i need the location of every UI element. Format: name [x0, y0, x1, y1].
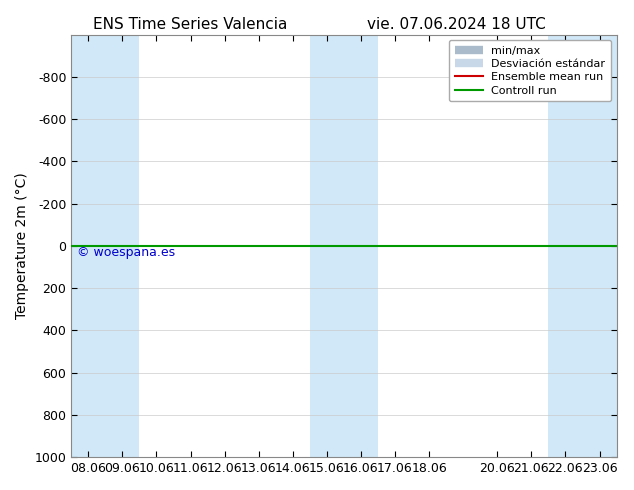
Bar [344, 35, 378, 457]
Bar [548, 35, 583, 457]
Bar [105, 35, 139, 457]
Text: vie. 07.06.2024 18 UTC: vie. 07.06.2024 18 UTC [367, 17, 546, 32]
Bar [310, 35, 344, 457]
Bar [583, 35, 616, 457]
Legend: min/max, Desviación estándar, Ensemble mean run, Controll run: min/max, Desviación estándar, Ensemble m… [450, 40, 611, 101]
Text: ENS Time Series Valencia: ENS Time Series Valencia [93, 17, 287, 32]
Y-axis label: Temperature 2m (°C): Temperature 2m (°C) [15, 172, 29, 319]
Bar [71, 35, 105, 457]
Text: © woespana.es: © woespana.es [77, 245, 175, 259]
